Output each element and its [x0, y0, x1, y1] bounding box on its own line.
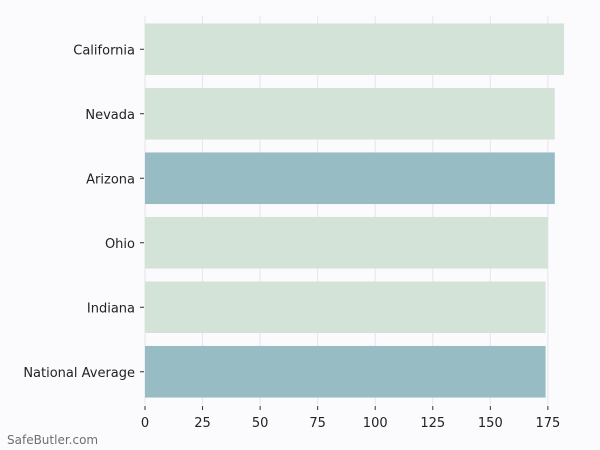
bar-indiana — [145, 281, 546, 334]
x-tick-label: 150 — [478, 416, 503, 431]
x-tick-label: 125 — [420, 416, 445, 431]
grid-lines — [144, 16, 549, 405]
bar-ohio — [145, 216, 548, 269]
x-tick-label: 0 — [141, 416, 149, 431]
y-tick-label: Ohio — [105, 237, 135, 252]
x-tick-label: 50 — [252, 416, 269, 431]
y-tick-label: Nevada — [85, 108, 135, 123]
y-tick-label: Arizona — [86, 172, 135, 187]
x-tick-label: 175 — [535, 416, 560, 431]
y-axis-labels: California Nevada Arizona Ohio Indiana Nation… — [23, 43, 144, 381]
bar-nevada — [145, 87, 555, 140]
bar-arizona — [145, 152, 555, 205]
bar-california — [145, 23, 564, 76]
x-tick-label: 100 — [363, 416, 388, 431]
bars — [145, 23, 564, 398]
y-tick-label: National Average — [23, 366, 135, 381]
watermark: SafeButler.com — [7, 433, 99, 447]
y-tick-label: California — [73, 43, 135, 58]
bar-national-average — [145, 345, 546, 398]
x-tick-label: 25 — [194, 416, 211, 431]
x-tick-label: 75 — [309, 416, 326, 431]
y-tick-label: Indiana — [87, 301, 135, 316]
x-axis-ticks: 0 25 50 75 100 125 150 175 — [141, 406, 560, 431]
